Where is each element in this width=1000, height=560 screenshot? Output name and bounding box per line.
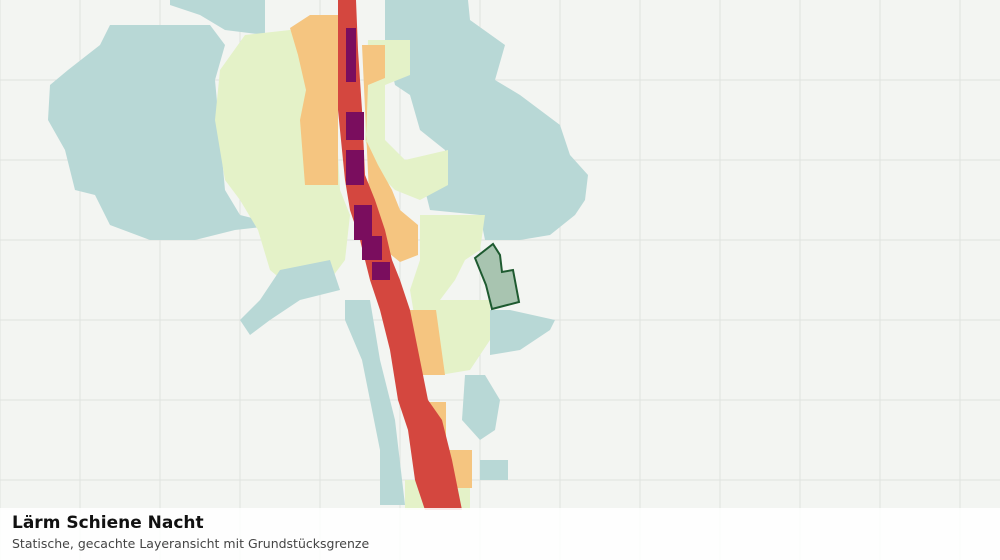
noise-cell — [385, 0, 588, 240]
caption-panel — [0, 508, 1000, 560]
noise-cell — [480, 460, 508, 480]
noise-cell — [170, 0, 265, 35]
parcel-boundary[interactable] — [473, 242, 521, 311]
noise-cell — [354, 205, 372, 240]
noise-cell — [48, 25, 280, 240]
noise-layer — [48, 0, 588, 510]
noise-cell — [346, 150, 364, 185]
noise-cell — [345, 300, 405, 505]
noise-cell — [346, 112, 364, 140]
noise-cell — [362, 236, 382, 260]
caption-title: Lärm Schiene Nacht — [12, 513, 204, 533]
noise-cell — [490, 310, 555, 355]
noise-cell — [365, 40, 448, 200]
noise-cell — [372, 262, 390, 280]
noise-cell — [462, 375, 500, 440]
noise-cell — [240, 260, 340, 335]
noise-cell — [290, 15, 338, 185]
noise-cell — [346, 28, 356, 82]
caption-subtitle: Statische, gecachte Layeransicht mit Gru… — [12, 536, 369, 551]
